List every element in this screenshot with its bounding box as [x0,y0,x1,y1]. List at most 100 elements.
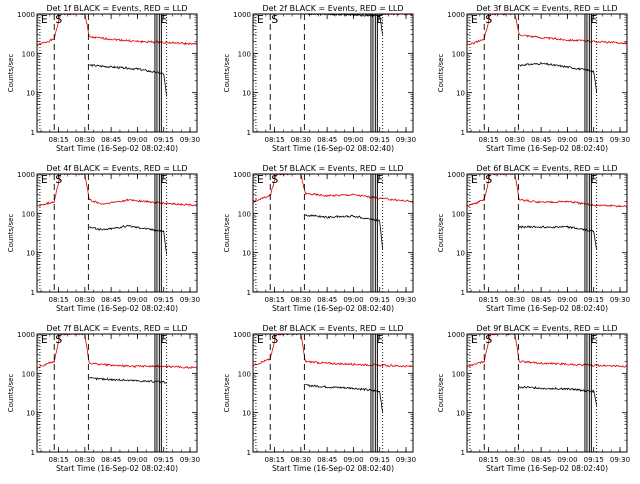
x-tick-label: 09:15 [154,456,174,464]
x-tick-label: 09:15 [154,136,174,144]
chart-title: Det 3f BLACK = Events, RED = LLD [476,4,617,13]
time-marker-label: E [160,333,167,346]
time-marker-label: S [271,173,278,186]
time-marker-label: E [376,333,383,346]
y-tick-label: 10 [456,90,465,98]
y-tick-label: 10 [456,410,465,418]
x-tick-label: 09:00 [127,456,147,464]
chart-title: Det 1f BLACK = Events, RED = LLD [46,4,187,13]
x-tick-label: 09:00 [343,136,363,144]
time-marker-label: E [257,13,264,26]
x-tick-label: 08:45 [317,136,337,144]
x-tick-label: 09:30 [396,456,416,464]
x-tick-label: 09:15 [584,136,604,144]
x-tick-label: 09:00 [557,136,577,144]
y-axis-label: Counts/sec [223,54,231,93]
y-tick-label: 1 [31,289,35,297]
time-marker-label: E [471,173,478,186]
time-marker-label: E [257,333,264,346]
y-axis-label: Counts/sec [7,214,15,253]
events-series-line [88,64,167,97]
x-tick-label: 08:15 [265,296,285,304]
plot-frame [36,173,198,293]
x-tick-label: 09:00 [127,136,147,144]
y-tick-label: 100 [238,50,251,58]
chart-title: Det 6f BLACK = Events, RED = LLD [476,164,617,173]
time-marker-label: E [257,173,264,186]
x-tick-label: 08:15 [265,136,285,144]
time-marker-label: S [55,13,62,26]
y-tick-label: 10 [242,250,251,258]
y-tick-label: 100 [452,210,465,218]
y-tick-label: 10 [242,410,251,418]
y-tick-label: 1000 [17,11,35,19]
plot-frame [466,13,628,133]
y-tick-label: 100 [22,50,35,58]
x-tick-label: 09:30 [180,296,200,304]
plot-frame [252,333,414,453]
y-tick-label: 1000 [233,331,251,339]
plot-frame [36,333,198,453]
x-tick-label: 08:30 [505,456,525,464]
x-tick-label: 09:15 [584,456,604,464]
chart-title: Det 8f BLACK = Events, RED = LLD [262,324,403,333]
events-series-line [518,385,597,406]
x-tick-label: 08:30 [291,296,311,304]
y-tick-label: 1 [247,129,251,137]
y-tick-label: 100 [238,370,251,378]
time-marker-label: E [41,13,48,26]
x-axis-label: Start Time (16-Sep-02 08:02:40) [486,304,608,313]
y-tick-label: 1000 [447,331,465,339]
x-tick-label: 08:30 [75,456,95,464]
events-series-line [89,224,167,255]
y-tick-label: 1000 [17,331,35,339]
y-tick-label: 1 [31,129,35,137]
x-tick-label: 09:00 [127,296,147,304]
y-tick-label: 1000 [233,11,251,19]
plot-frame [252,173,414,293]
x-tick-label: 08:45 [101,136,121,144]
y-tick-label: 1 [247,449,251,457]
plot-frame [252,13,414,133]
y-axis-label: Counts/sec [437,54,445,93]
x-tick-label: 08:15 [479,296,499,304]
x-tick-label: 09:30 [610,296,630,304]
events-series-line [518,225,597,250]
time-marker-label: E [590,13,597,26]
x-axis-label: Start Time (16-Sep-02 08:02:40) [56,144,178,153]
y-tick-label: 100 [452,370,465,378]
x-tick-label: 08:45 [101,456,121,464]
y-tick-label: 10 [456,250,465,258]
x-tick-label: 08:45 [101,296,121,304]
y-tick-label: 1 [461,449,465,457]
events-series-line [89,376,167,384]
x-axis-label: Start Time (16-Sep-02 08:02:40) [486,464,608,473]
y-axis-label: Counts/sec [7,374,15,413]
chart-title: Det 5f BLACK = Events, RED = LLD [262,164,403,173]
y-axis-label: Counts/sec [7,54,15,93]
time-marker-label: S [485,13,492,26]
lld-series-line [253,174,413,204]
x-tick-label: 09:15 [370,296,390,304]
chart-title: Det 4f BLACK = Events, RED = LLD [46,164,187,173]
events-series-line [305,383,383,413]
lld-series-line [467,14,627,46]
time-marker-label: E [160,173,167,186]
x-tick-label: 08:45 [531,136,551,144]
x-axis-label: Start Time (16-Sep-02 08:02:40) [272,144,394,153]
y-tick-label: 1000 [447,171,465,179]
time-marker-label: S [55,333,62,346]
x-tick-label: 08:45 [317,296,337,304]
lld-series-line [253,334,413,368]
y-tick-label: 10 [26,410,35,418]
y-tick-label: 100 [22,370,35,378]
y-tick-label: 10 [26,250,35,258]
x-tick-label: 08:15 [265,456,285,464]
x-tick-label: 08:15 [49,296,69,304]
